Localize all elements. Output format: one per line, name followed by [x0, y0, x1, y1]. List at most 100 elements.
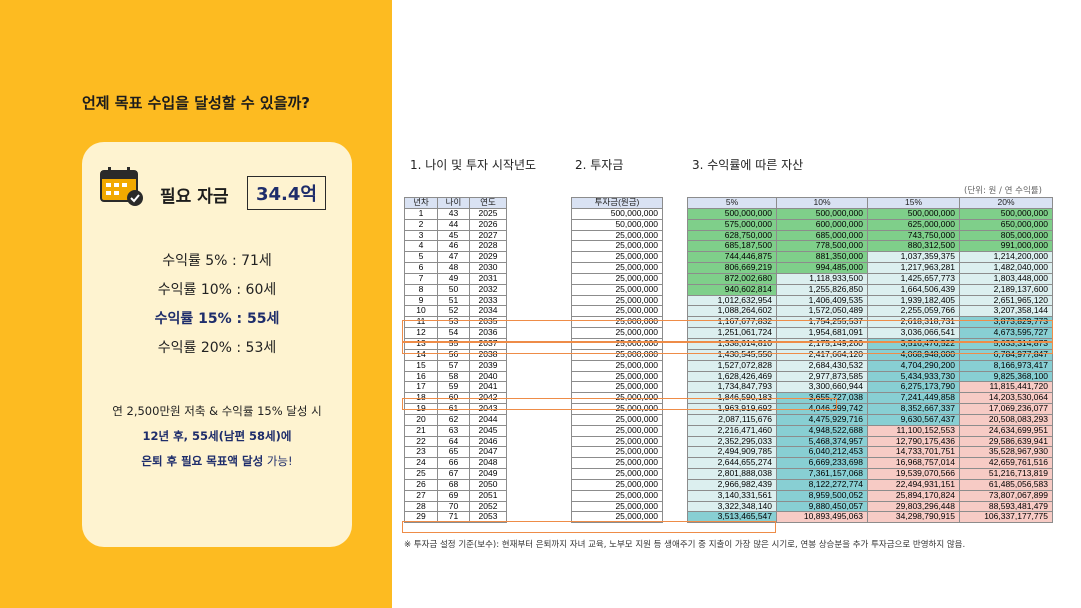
col-header-0: 년차	[404, 197, 438, 209]
highlight-row-18	[402, 398, 837, 410]
year-index-cell: 20	[404, 413, 438, 426]
asset-cell-r5: 2,966,982,439	[687, 478, 777, 491]
table-row: 10 52 2034	[404, 305, 507, 318]
asset-cell-r20: 14,203,530,064	[959, 392, 1053, 405]
section-title-investment: 2. 투자금	[575, 158, 624, 172]
asset-cell-r10: 778,500,000	[776, 240, 868, 253]
asset-cell-r15: 22,494,931,151	[867, 478, 960, 491]
calendar-year-cell: 2033	[469, 294, 507, 307]
asset-cell-r5: 1,012,632,954	[687, 294, 777, 307]
calendar-year-cell: 2031	[469, 272, 507, 285]
investment-cell: 500,000,000	[571, 207, 663, 220]
asset-cell-r5: 3,322,348,140	[687, 500, 777, 513]
investment-cell: 25,000,000	[571, 359, 663, 372]
asset-cell-r20: 11,815,441,720	[959, 381, 1053, 394]
asset-cell-r5: 2,644,655,274	[687, 457, 777, 470]
investment-cell: 25,000,000	[571, 262, 663, 274]
investment-cell: 25,000,000	[571, 478, 663, 491]
table-row: 2,087,115,676 4,475,929,716 9,630,567,437 2…	[687, 413, 1053, 426]
asset-cell-r15: 34,298,790,915	[867, 511, 960, 524]
year-index-cell: 17	[404, 381, 438, 394]
table-row: 29 71 2053	[404, 511, 507, 524]
asset-cell-r20: 51,216,713,819	[959, 468, 1053, 480]
investment-cell: 25,000,000	[571, 446, 663, 459]
age-cell: 64	[437, 435, 470, 448]
asset-growth-table: 5% 10% 15% 20% 500,000,000 500,000,000 500,00…	[687, 197, 1053, 524]
calendar-year-cell: 2028	[469, 240, 507, 253]
asset-cell-r10: 1,406,409,535	[776, 294, 868, 307]
asset-cell-r15: 12,790,175,436	[867, 435, 960, 448]
year-index-cell: 23	[404, 446, 438, 459]
asset-cell-r20: 17,069,236,077	[959, 403, 1053, 415]
investment-cell: 25,000,000	[571, 240, 663, 253]
asset-cell-r20: 8,166,973,417	[959, 359, 1053, 372]
col-header-rate-2: 15%	[867, 197, 960, 209]
table-row: 25,000,000	[571, 262, 663, 274]
table-row: 25,000,000	[571, 370, 663, 383]
table-row: 20 62 2044	[404, 413, 507, 426]
rate-line-20: 수익률 20% : 53세	[157, 340, 277, 356]
asset-cell-r20: 500,000,000	[959, 207, 1053, 220]
asset-cell-r5: 2,216,471,460	[687, 424, 777, 437]
asset-cell-r15: 7,241,449,858	[867, 392, 960, 405]
year-index-cell: 26	[404, 478, 438, 491]
calendar-year-cell: 2049	[469, 468, 507, 480]
table-row: 25,000,000	[571, 229, 663, 242]
table-row: 50,000,000	[571, 218, 663, 231]
calendar-year-cell: 2047	[469, 446, 507, 459]
unit-note: (단위: 원 / 연 수익률)	[964, 186, 1042, 196]
asset-cell-r10: 685,000,000	[776, 229, 868, 242]
highlight-rows-11-12	[402, 320, 1053, 342]
summary-card: 필요 자금 34.4억 수익률 5% : 71세 수익률 10% : 60세 수…	[82, 142, 352, 547]
age-cell: 46	[437, 240, 470, 253]
asset-cell-r5: 628,750,000	[687, 229, 777, 242]
table-row: 17 59 2041	[404, 381, 507, 394]
table-row: 25,000,000	[571, 413, 663, 426]
table-row: 2,494,909,785 6,040,212,453 14,733,701,751…	[687, 446, 1053, 459]
calendar-year-cell: 2026	[469, 218, 507, 231]
table-row: 22 64 2046	[404, 435, 507, 448]
table-row: 25,000,000	[571, 294, 663, 307]
asset-cell-r10: 1,118,933,500	[776, 272, 868, 285]
table-row: 685,187,500 778,500,000 880,312,500 991,000…	[687, 240, 1053, 253]
required-fund-value: 34.4억	[247, 176, 326, 210]
asset-cell-r15: 25,894,170,824	[867, 489, 960, 502]
asset-cell-r20: 9,825,368,100	[959, 370, 1053, 383]
asset-cell-r20: 29,586,639,941	[959, 435, 1053, 448]
table-row: 1,088,264,602 1,572,050,489 2,255,059,766 3…	[687, 305, 1053, 318]
asset-cell-r10: 881,350,000	[776, 251, 868, 264]
table-row: 25,000,000	[571, 457, 663, 470]
asset-cell-r20: 805,000,000	[959, 229, 1053, 242]
table-row: 25,000,000	[571, 500, 663, 513]
year-index-cell: 4	[404, 240, 438, 253]
table-row: 25,000,000	[571, 251, 663, 264]
asset-cell-r5: 1,527,072,828	[687, 359, 777, 372]
asset-cell-r15: 1,664,506,439	[867, 283, 960, 296]
age-cell: 45	[437, 229, 470, 242]
rate-line-15-highlight: 수익률 15% : 55세	[154, 311, 280, 327]
table-row: 1,430,545,550 2,417,664,120 4,068,948,000 6…	[687, 348, 1053, 361]
table-row: 2 44 2026	[404, 218, 507, 231]
table-row: 5 47 2029	[404, 251, 507, 264]
table-row: 27 69 2051	[404, 489, 507, 502]
asset-cell-r5: 744,446,875	[687, 251, 777, 264]
investment-cell: 25,000,000	[571, 500, 663, 513]
summary-line-1: 연 2,500만원 저축 & 수익률 15% 달성 시	[112, 404, 322, 418]
age-cell: 58	[437, 370, 470, 383]
asset-cell-r10: 8,122,272,774	[776, 478, 868, 491]
asset-cell-r15: 8,352,667,337	[867, 403, 960, 415]
year-index-cell: 10	[404, 305, 438, 318]
investment-cell: 25,000,000	[571, 511, 663, 524]
investment-cell: 25,000,000	[571, 294, 663, 307]
table-row: 25,000,000	[571, 240, 663, 253]
table-row: 25,000,000	[571, 489, 663, 502]
age-cell: 48	[437, 262, 470, 274]
age-cell: 63	[437, 424, 470, 437]
col-header-rate-1: 10%	[776, 197, 868, 209]
asset-cell-r15: 1,217,963,281	[867, 262, 960, 274]
table-row: 25,000,000	[571, 305, 663, 318]
asset-cell-r10: 500,000,000	[776, 207, 868, 220]
table-row: 25,000,000	[571, 272, 663, 285]
age-cell: 70	[437, 500, 470, 513]
year-index-cell: 2	[404, 218, 438, 231]
